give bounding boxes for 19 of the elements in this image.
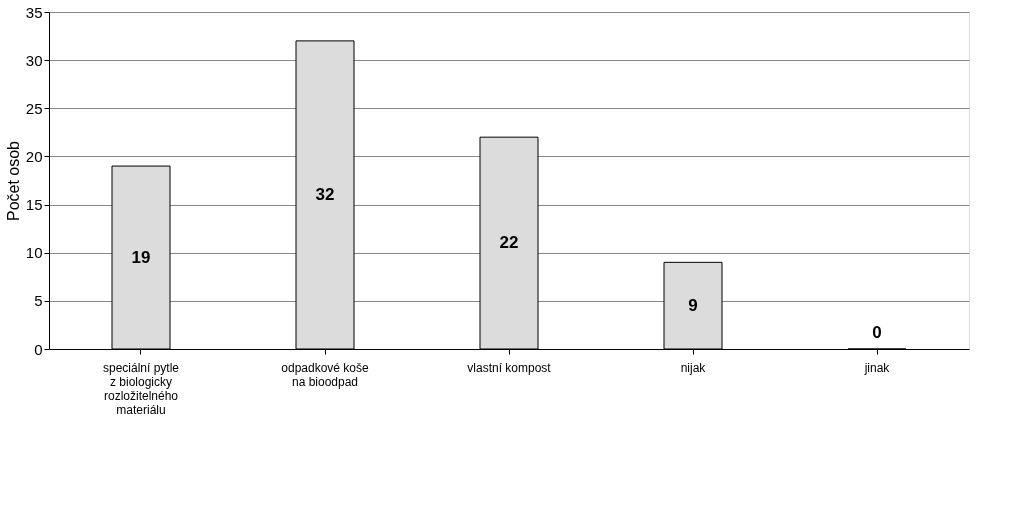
x-tick-label: vlastní kompost	[467, 360, 552, 375]
y-axis-title: Počet osob	[4, 140, 22, 222]
y-tick-label: 35	[25, 3, 43, 21]
y-tick-label: 0	[34, 340, 43, 358]
y-tick-label: 25	[25, 99, 43, 117]
data-label: 22	[499, 233, 519, 253]
y-tick-label: 5	[34, 292, 43, 310]
y-tick-label: 30	[25, 51, 43, 69]
data-label: 32	[315, 184, 335, 204]
x-tick-label: nijak	[680, 360, 707, 375]
x-tick-label: odpadkové koše na bioodpad	[281, 360, 370, 389]
y-tick-label: 15	[25, 196, 43, 214]
data-label: 19	[131, 247, 151, 267]
x-tick-label: speciální pytle z biologicky rozložitelného materiálu	[102, 360, 180, 417]
data-label: 9	[688, 295, 698, 315]
y-tick-label: 20	[25, 147, 43, 165]
y-tick-label: 10	[25, 244, 43, 262]
x-tick-label: jinak	[863, 360, 891, 375]
data-label: 0	[872, 323, 882, 342]
